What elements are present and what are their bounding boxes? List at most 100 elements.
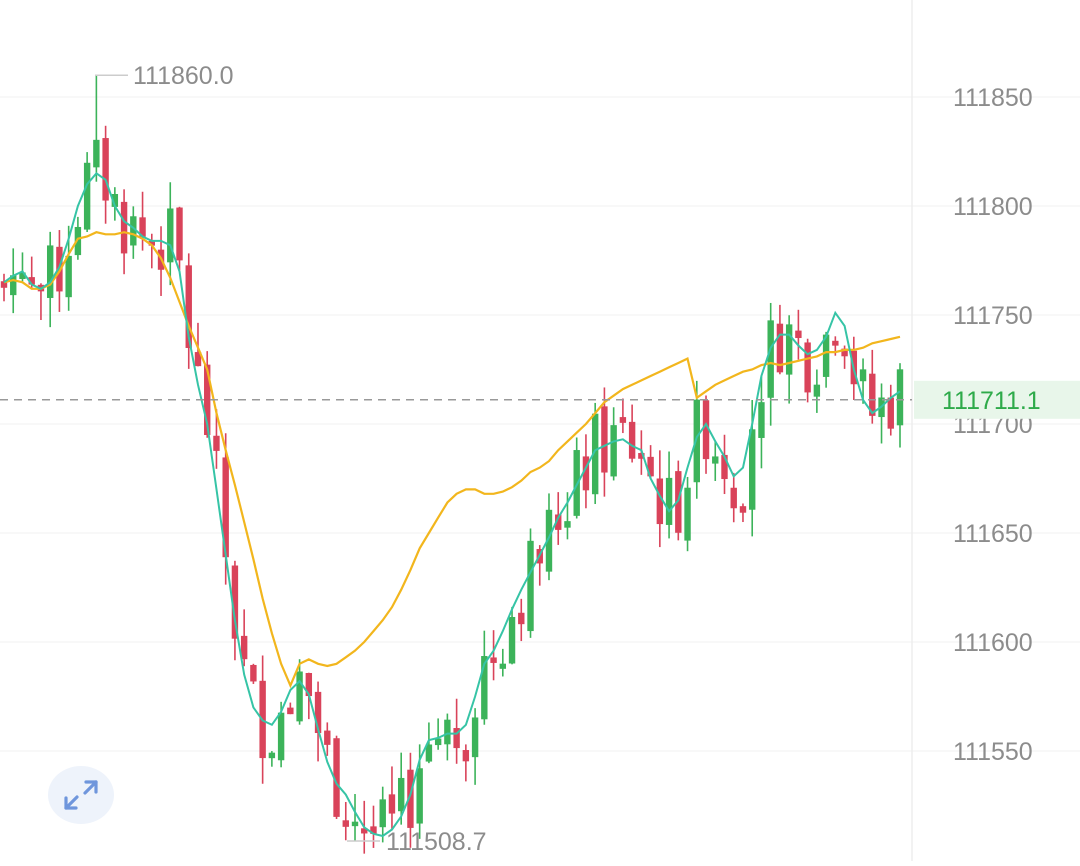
candle xyxy=(324,722,331,756)
candle-body xyxy=(721,454,728,480)
candle xyxy=(102,125,109,224)
candle xyxy=(665,451,673,539)
candle-body xyxy=(277,712,285,761)
candle xyxy=(702,395,710,474)
candle-body xyxy=(813,384,821,397)
grid-lines xyxy=(0,96,1080,752)
candle-body xyxy=(684,487,691,541)
slow-moving-average-line xyxy=(3,231,901,689)
candle-body xyxy=(296,671,303,722)
candle xyxy=(407,752,414,848)
expand-chart-button[interactable] xyxy=(48,766,114,824)
candle-body xyxy=(388,794,396,814)
candle xyxy=(619,398,627,434)
candle xyxy=(453,698,460,764)
candle-body xyxy=(776,323,784,373)
candle-body xyxy=(416,768,423,824)
candle-body xyxy=(287,707,294,715)
y-tick-label: 111650 xyxy=(953,520,1033,548)
candle-body xyxy=(785,324,793,375)
candle-body xyxy=(222,457,229,558)
candle-body xyxy=(65,255,72,298)
fast-moving-average-line xyxy=(3,171,901,838)
candle-body xyxy=(481,656,488,720)
candle-body xyxy=(324,730,331,745)
candle xyxy=(767,302,774,426)
candle xyxy=(776,304,784,375)
candle xyxy=(139,191,146,251)
candle-body xyxy=(102,138,109,201)
candle xyxy=(231,560,239,661)
y-tick-label: 111800 xyxy=(953,193,1033,221)
candle-body xyxy=(120,201,128,254)
candle-body xyxy=(176,207,183,261)
candle-body xyxy=(351,821,359,827)
candle-body xyxy=(822,334,830,377)
candle-body xyxy=(859,369,867,382)
candle-body xyxy=(702,400,710,460)
candle-body xyxy=(665,477,673,525)
candle xyxy=(194,322,202,367)
candle xyxy=(490,630,497,681)
candle xyxy=(130,206,137,259)
candle-body xyxy=(74,226,82,256)
candle-body xyxy=(370,826,377,834)
candles xyxy=(0,75,904,854)
candle-body xyxy=(591,413,599,495)
candle xyxy=(425,722,433,764)
candle-body xyxy=(739,506,747,513)
candle-body xyxy=(268,752,276,759)
y-tick-label: 111850 xyxy=(953,84,1033,112)
candle-body xyxy=(693,399,700,483)
candle-body xyxy=(490,657,497,663)
candle-body xyxy=(832,340,839,346)
candle-body xyxy=(314,691,322,734)
candle xyxy=(462,744,470,782)
candle xyxy=(758,376,765,469)
candle-body xyxy=(527,540,534,632)
candle xyxy=(296,659,303,725)
candle-body xyxy=(379,799,386,828)
candle-body xyxy=(675,471,682,533)
candle-body xyxy=(730,487,737,509)
candle-body xyxy=(887,397,894,429)
candle-body xyxy=(46,245,54,298)
candle-body xyxy=(0,281,8,288)
candle xyxy=(712,440,719,481)
candle xyxy=(795,309,802,360)
y-tick-label: 111750 xyxy=(953,302,1033,330)
candle-body xyxy=(333,738,340,817)
candle xyxy=(342,801,349,841)
candle xyxy=(481,630,488,725)
candle xyxy=(148,233,155,269)
candle-body xyxy=(619,417,627,423)
candle-body xyxy=(841,348,848,357)
candle-body xyxy=(28,277,35,285)
candle xyxy=(287,702,294,715)
candle-body xyxy=(508,616,516,664)
candle xyxy=(268,751,276,767)
candle xyxy=(518,598,525,642)
candle xyxy=(19,252,26,282)
candle-body xyxy=(610,425,617,477)
candle-body xyxy=(10,275,17,296)
candle xyxy=(185,253,192,369)
candle xyxy=(471,708,479,785)
candle xyxy=(434,718,442,750)
candle xyxy=(176,206,183,271)
candle xyxy=(647,445,654,480)
candle-body xyxy=(453,728,460,749)
candle xyxy=(721,434,728,495)
candle xyxy=(878,383,885,444)
candle-body xyxy=(601,406,608,473)
candle xyxy=(379,786,386,843)
candle-body xyxy=(83,162,91,230)
candle-body xyxy=(425,744,433,762)
candle-body xyxy=(407,769,414,828)
candle-body xyxy=(240,635,248,660)
candle xyxy=(822,331,830,388)
candle-body xyxy=(444,719,451,745)
candle-body xyxy=(397,777,405,812)
